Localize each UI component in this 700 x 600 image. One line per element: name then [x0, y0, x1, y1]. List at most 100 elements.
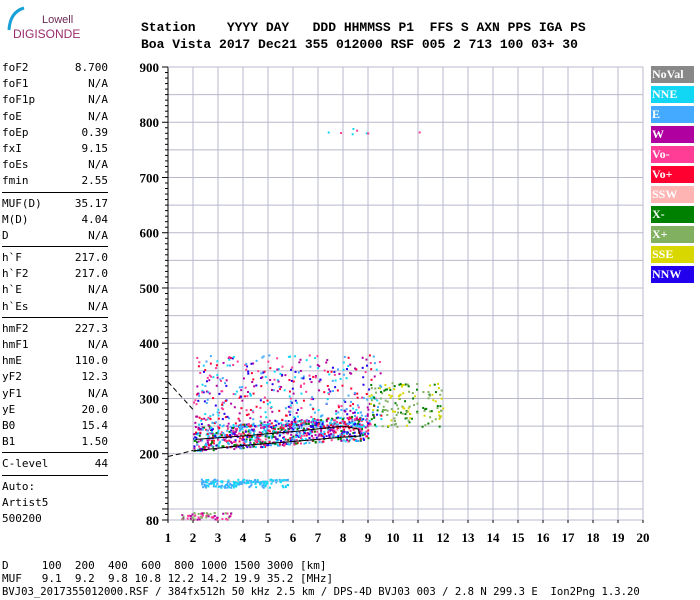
param-name: foEs: [2, 158, 29, 172]
data-point-spread-F: [229, 356, 232, 359]
data-point-E-layer: [210, 481, 213, 484]
data-point-F-trace: [322, 425, 325, 428]
data-point-F-trace: [334, 422, 337, 425]
data-point-spread-F: [289, 355, 292, 358]
data-point-spread-F: [336, 389, 339, 392]
data-point-spread-F: [335, 410, 338, 413]
data-point-F-trace: [226, 441, 229, 444]
data-point-F-trace: [312, 439, 315, 442]
data-point-E-layer: [279, 481, 282, 484]
x-tick-label: 18: [587, 530, 601, 545]
data-point-low: [226, 512, 229, 515]
data-point-F-trace: [366, 414, 369, 417]
data-point-X-trace: [372, 409, 375, 412]
data-point-X-trace: [409, 417, 412, 420]
data-point-F-trace: [358, 428, 361, 431]
data-point-F-trace: [287, 429, 290, 432]
param-name: yF2: [2, 370, 22, 384]
data-point-X-trace: [416, 382, 419, 385]
data-point-spread-F: [201, 383, 204, 386]
data-point-spread-F: [349, 404, 352, 407]
data-point-spread-F: [368, 402, 371, 405]
data-point-spread-F: [310, 415, 313, 418]
data-point-F-trace: [323, 430, 326, 433]
data-point-F-trace: [193, 447, 196, 450]
data-point-spread-F: [198, 395, 201, 398]
data-point-spread-F: [314, 357, 317, 360]
data-point-spread-F: [246, 390, 249, 393]
data-point-F-trace: [350, 425, 353, 428]
param-name: C-level: [2, 457, 49, 471]
data-point-X-trace: [422, 391, 425, 394]
data-point-spread-F: [344, 410, 347, 413]
data-point-spread-F: [288, 395, 291, 398]
data-point-E-layer: [271, 479, 274, 482]
data-point-spread-F: [232, 355, 235, 358]
data-point-spread-F: [268, 419, 271, 422]
x-tick-label: 9: [365, 530, 372, 545]
data-point-spread-F: [260, 385, 263, 388]
data-point-spread-F: [300, 423, 303, 426]
data-point-spread-F: [248, 425, 251, 428]
data-point-F-trace: [263, 428, 266, 431]
data-point-X-trace: [373, 396, 376, 399]
data-point-F-trace: [312, 437, 315, 440]
data-point-spread-F: [280, 385, 283, 388]
data-point-F-trace: [315, 425, 318, 428]
data-point-F-trace: [320, 431, 323, 434]
data-point-spread-F: [286, 422, 289, 425]
data-point-F-trace: [219, 433, 222, 436]
data-point-F-trace: [228, 430, 231, 433]
data-point-F-trace: [289, 442, 292, 445]
param-name: hmE: [2, 354, 22, 368]
data-point-spread-F: [259, 420, 262, 423]
data-point-F-trace: [353, 438, 356, 441]
data-point-F-trace: [306, 433, 309, 436]
data-point-spread-F: [337, 406, 340, 409]
data-point-X-trace: [429, 384, 432, 387]
data-point-spread-F: [195, 393, 198, 396]
data-point-F-trace: [209, 444, 212, 447]
data-point-F-trace: [221, 438, 224, 441]
data-point-F-trace: [267, 444, 270, 447]
data-point-spread-F: [255, 384, 258, 387]
data-point-E-layer: [227, 480, 230, 483]
param-row: D N/A: [2, 228, 108, 244]
data-point-spread-F: [208, 392, 211, 395]
data-point-spread-F: [226, 415, 229, 418]
data-point-F-trace: [246, 435, 249, 438]
data-point-F-trace: [202, 446, 205, 449]
data-point-spread-F: [320, 415, 323, 418]
data-point-spread-F: [249, 392, 252, 395]
data-point-spread-F: [326, 384, 329, 387]
data-point-spread-F: [361, 356, 364, 359]
data-point-F-trace: [348, 434, 351, 437]
x-tick-label: 15: [512, 530, 526, 545]
data-point-low: [201, 514, 204, 517]
data-point-F-trace: [276, 443, 279, 446]
data-point-E-layer: [249, 485, 252, 488]
data-point-X-trace: [439, 405, 442, 408]
data-point-F-trace: [303, 434, 306, 437]
data-point-X-trace: [415, 388, 418, 391]
data-point-X-trace: [374, 387, 377, 390]
param-value: 1.50: [81, 435, 109, 449]
data-point-F-trace: [358, 423, 361, 426]
data-point-F-trace: [275, 437, 278, 440]
data-point-E-layer: [212, 479, 215, 482]
data-point-spread-F: [226, 364, 229, 367]
distance-row: D 100 200 400 600 800 1000 1500 3000 [km…: [2, 559, 327, 572]
data-point-spread-F: [224, 399, 227, 402]
data-point-spread-F: [325, 361, 328, 364]
data-point-spread-F: [259, 406, 262, 409]
data-point-F-trace: [206, 432, 209, 435]
data-point-spread-F: [292, 380, 295, 383]
data-point-F-trace: [253, 432, 256, 435]
data-point-F-trace: [205, 428, 208, 431]
data-point-F-trace: [233, 448, 236, 451]
data-point-spread-F: [250, 372, 253, 375]
data-point-spread-F: [342, 368, 345, 371]
data-point-F-trace: [244, 430, 247, 433]
data-point-spread-F: [272, 389, 275, 392]
data-point-F-trace: [335, 417, 338, 420]
